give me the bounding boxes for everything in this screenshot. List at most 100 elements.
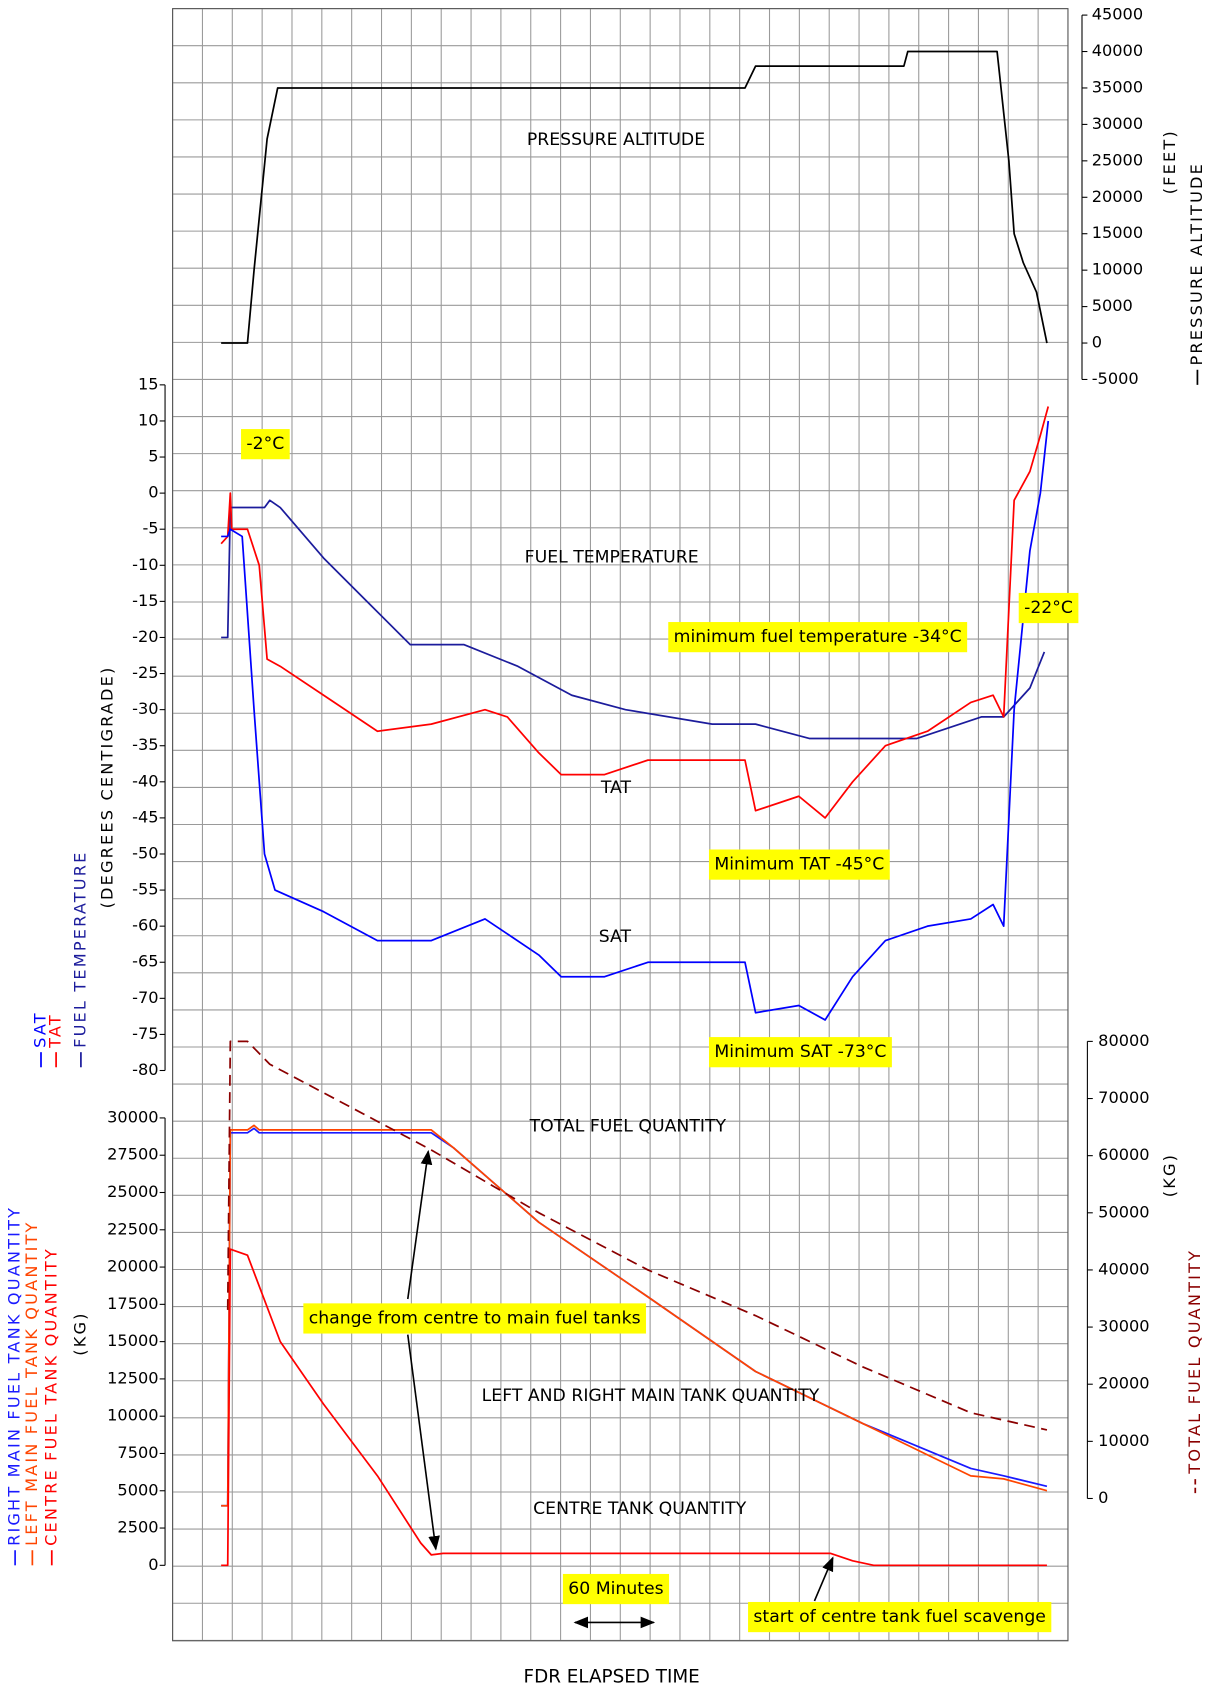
y2-tick-label: 40000 (1098, 1259, 1149, 1278)
y2-tick-label: 20000 (1098, 1374, 1149, 1393)
panel-label: CENTRE TANK QUANTITY (533, 1499, 747, 1519)
y-axis-title: (FEET) (1160, 129, 1179, 194)
y-tick-label: -55 (132, 880, 158, 899)
series-line (221, 499, 1046, 740)
y-tick-label: -80 (132, 1060, 158, 1079)
y-tick-label: -65 (132, 952, 158, 971)
y-tick-label: -10 (132, 555, 158, 574)
y-tick-label: 0 (1092, 333, 1102, 352)
x-axis-title: FDR ELAPSED TIME (524, 1666, 700, 1687)
series-line (221, 420, 1050, 1021)
legend-label: SAT (30, 1011, 49, 1048)
y-tick-label: -45 (132, 807, 158, 826)
callout-text: minimum fuel temperature -34°C (674, 627, 962, 647)
y2-tick-label: 0 (1098, 1488, 1108, 1507)
panel-label: LEFT AND RIGHT MAIN TANK QUANTITY (482, 1386, 820, 1406)
y-tick-label: 45000 (1092, 5, 1143, 24)
y-tick-label: -5 (142, 519, 158, 538)
series-line (220, 406, 1050, 819)
panel-label: TOTAL FUEL QUANTITY (529, 1117, 727, 1137)
callout-box (708, 849, 890, 880)
callout-text: Minimum TAT -45°C (714, 855, 884, 875)
y-tick-label: -35 (132, 735, 158, 754)
y-tick-label: 0 (148, 483, 158, 502)
callout: minimum fuel temperature -34°C (668, 622, 968, 653)
series-line (221, 50, 1048, 344)
y-tick-label: 15000 (107, 1331, 158, 1350)
callout-box (241, 429, 290, 460)
y-tick-label: 30000 (107, 1107, 158, 1126)
y-tick-label: 15000 (1092, 223, 1143, 242)
y-tick-label: 20000 (1092, 187, 1143, 206)
legend-label: FUEL TEMPERATURE (70, 850, 89, 1047)
y-tick-label: -75 (132, 1024, 158, 1043)
legend-label: RIGHT MAIN FUEL TANK QUANTITY (5, 1206, 24, 1546)
callout-box (709, 1037, 892, 1068)
callout-text: 60 Minutes (568, 1579, 663, 1599)
y-tick-label: 35000 (1092, 77, 1143, 96)
plot-frame (172, 8, 1069, 1642)
panel-label: FUEL TEMPERATURE (525, 547, 699, 567)
y-tick-label: -5000 (1092, 369, 1139, 388)
y-tick-label: 5 (148, 447, 158, 466)
y2-tick-label: 30000 (1098, 1317, 1149, 1336)
series-line (221, 1124, 1048, 1507)
callout: Minimum TAT -45°C (708, 849, 890, 880)
callout-text: Minimum SAT -73°C (714, 1042, 886, 1062)
y-tick-label: 10 (138, 410, 159, 429)
callout-text: start of centre tank fuel scavenge (753, 1607, 1045, 1627)
series-line (221, 1248, 1047, 1567)
y-tick-label: 10000 (107, 1406, 158, 1425)
y-axis-title: (DEGREES CENTIGRADE) (97, 666, 116, 909)
y-tick-label: -30 (132, 699, 158, 718)
y-tick-label: 0 (148, 1555, 158, 1574)
arrow (406, 1334, 440, 1551)
y2-tick-label: 70000 (1098, 1088, 1149, 1107)
y-tick-label: 5000 (1092, 296, 1133, 315)
y-tick-label: 10000 (1092, 260, 1143, 279)
y2-tick-label: 10000 (1098, 1431, 1149, 1450)
series-line (226, 1040, 1048, 1431)
y-tick-label: -20 (132, 627, 158, 646)
callout-text: -2°C (246, 434, 284, 454)
y-tick-label: -70 (132, 988, 158, 1007)
y-tick-label: 2500 (117, 1518, 158, 1537)
panel-label: PRESSURE ALTITUDE (527, 130, 705, 150)
y2-tick-label: 80000 (1098, 1031, 1149, 1050)
y-tick-label: 27500 (107, 1145, 158, 1164)
y-tick-label: -25 (132, 663, 158, 682)
y-tick-label: 15 (138, 374, 159, 393)
y-tick-label: 22500 (107, 1219, 158, 1238)
y-tick-label: 20000 (107, 1257, 158, 1276)
y-tick-label: -15 (132, 591, 158, 610)
callout: Minimum SAT -73°C (709, 1037, 892, 1068)
legend-label: TOTAL FUEL QUANTITY (1185, 1249, 1204, 1475)
y2-tick-label: 50000 (1098, 1202, 1149, 1221)
y-tick-label: -50 (132, 843, 158, 862)
legend-label: LEFT MAIN FUEL TANK QUANTITY (22, 1220, 41, 1545)
legend-label: CENTRE FUEL TANK QUANTITY (41, 1247, 60, 1546)
panel-label: TAT (600, 778, 632, 798)
legend-label: TAT (46, 1013, 65, 1049)
y2-tick-label: 60000 (1098, 1145, 1149, 1164)
arrow (813, 1556, 834, 1602)
y-tick-label: -60 (132, 916, 158, 935)
y-tick-label: 40000 (1092, 41, 1143, 60)
y-tick-label: 25000 (107, 1182, 158, 1201)
y-tick-label: 7500 (117, 1443, 158, 1462)
callout: change from centre to main fuel tanks (303, 1303, 646, 1334)
y-tick-label: 17500 (107, 1294, 158, 1313)
callout-text: change from centre to main fuel tanks (309, 1308, 641, 1328)
callout-text: -22°C (1024, 598, 1073, 618)
callout-box (1018, 592, 1079, 624)
y-tick-label: 12500 (107, 1368, 158, 1387)
panel-label: SAT (599, 927, 632, 947)
y-tick-label: 30000 (1092, 114, 1143, 133)
callout-box (748, 1601, 1052, 1633)
callout: -22°C (1018, 592, 1079, 624)
callout-box (562, 1573, 670, 1605)
arrow (406, 1149, 433, 1300)
y-tick-label: 5000 (117, 1480, 158, 1499)
y-tick-label: 25000 (1092, 150, 1143, 169)
